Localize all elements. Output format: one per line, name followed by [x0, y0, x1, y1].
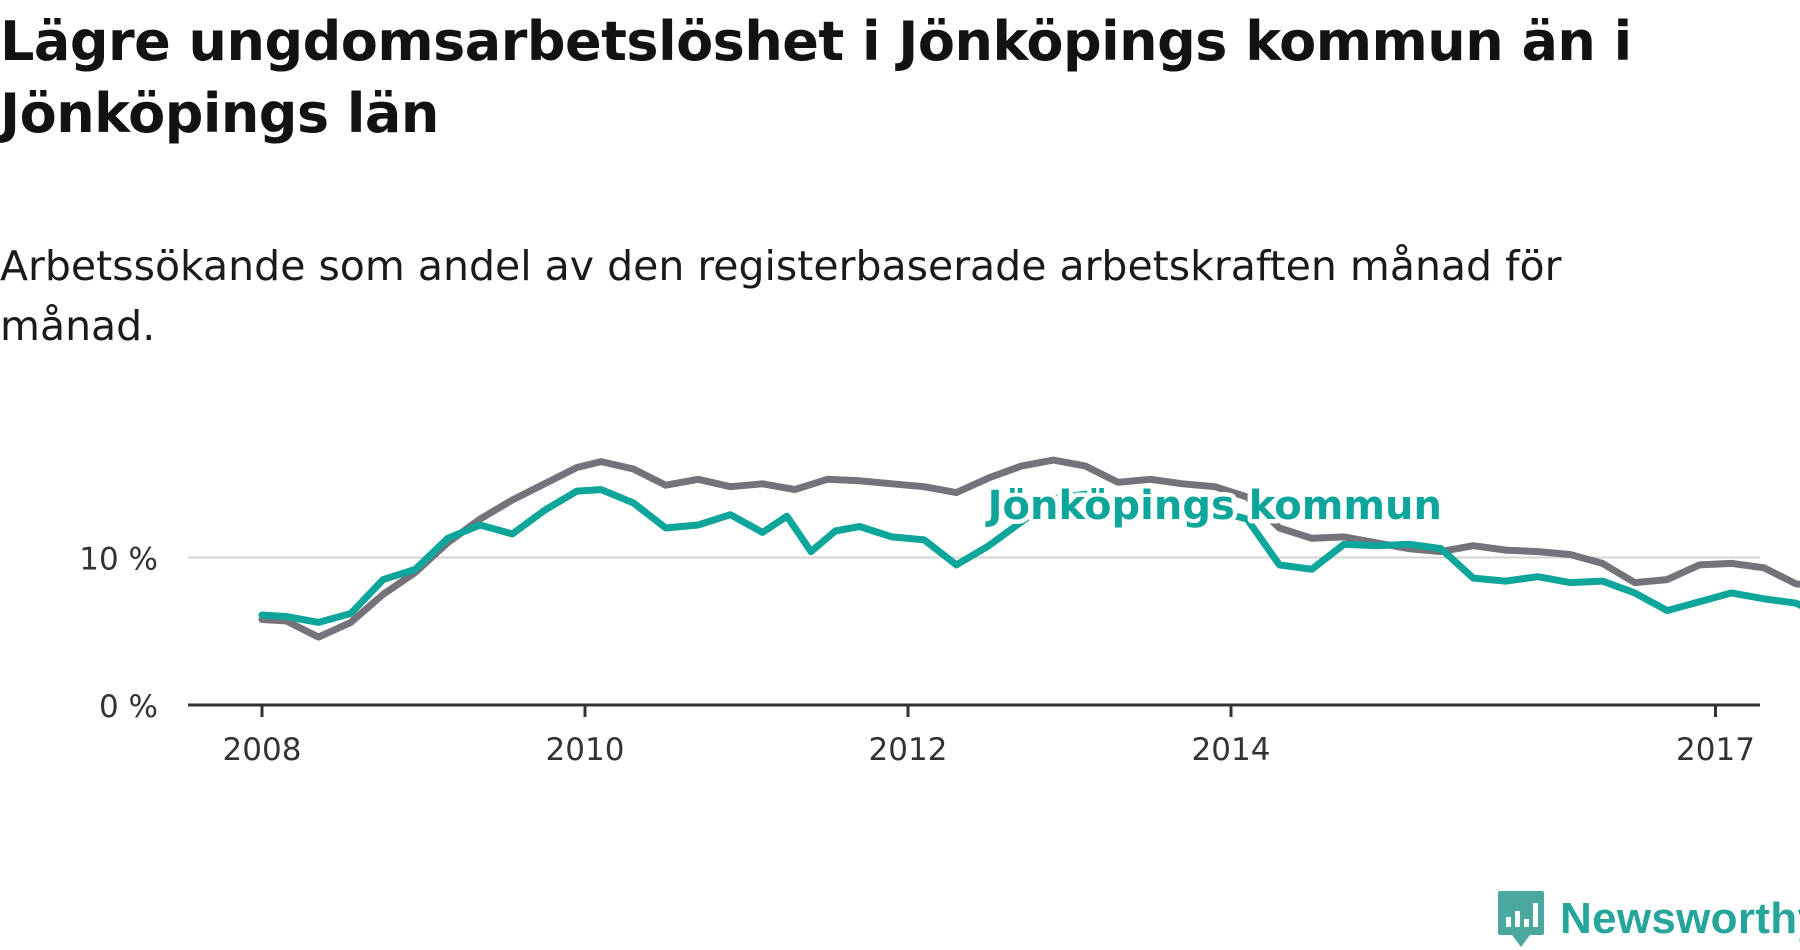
x-tick-label: 2008 — [223, 732, 302, 768]
x-tick-label: 2010 — [546, 732, 625, 768]
series-line-lan — [258, 456, 1800, 641]
series-line-kommun — [258, 486, 1800, 626]
newsworthy-logo: Newsworthy — [1496, 888, 1800, 950]
series-label-kommun: Jönköpings kommun — [985, 483, 1442, 529]
x-tick-label: 2014 — [1192, 732, 1271, 768]
y-tick-label: 10 % — [79, 542, 158, 578]
chart-subtitle: Arbetssökande som andel av den registerb… — [0, 242, 1562, 350]
newsworthy-logo-text: Newsworthy — [1560, 894, 1800, 943]
y-tick-label: 0 % — [99, 689, 158, 725]
chart-title: Lägre ungdomsarbetslöshet i Jönköpings k… — [0, 10, 1632, 145]
x-tick-label: 2012 — [869, 732, 948, 768]
newsworthy-logo-icon — [1498, 891, 1544, 947]
x-tick-label: 2017 — [1676, 732, 1755, 768]
